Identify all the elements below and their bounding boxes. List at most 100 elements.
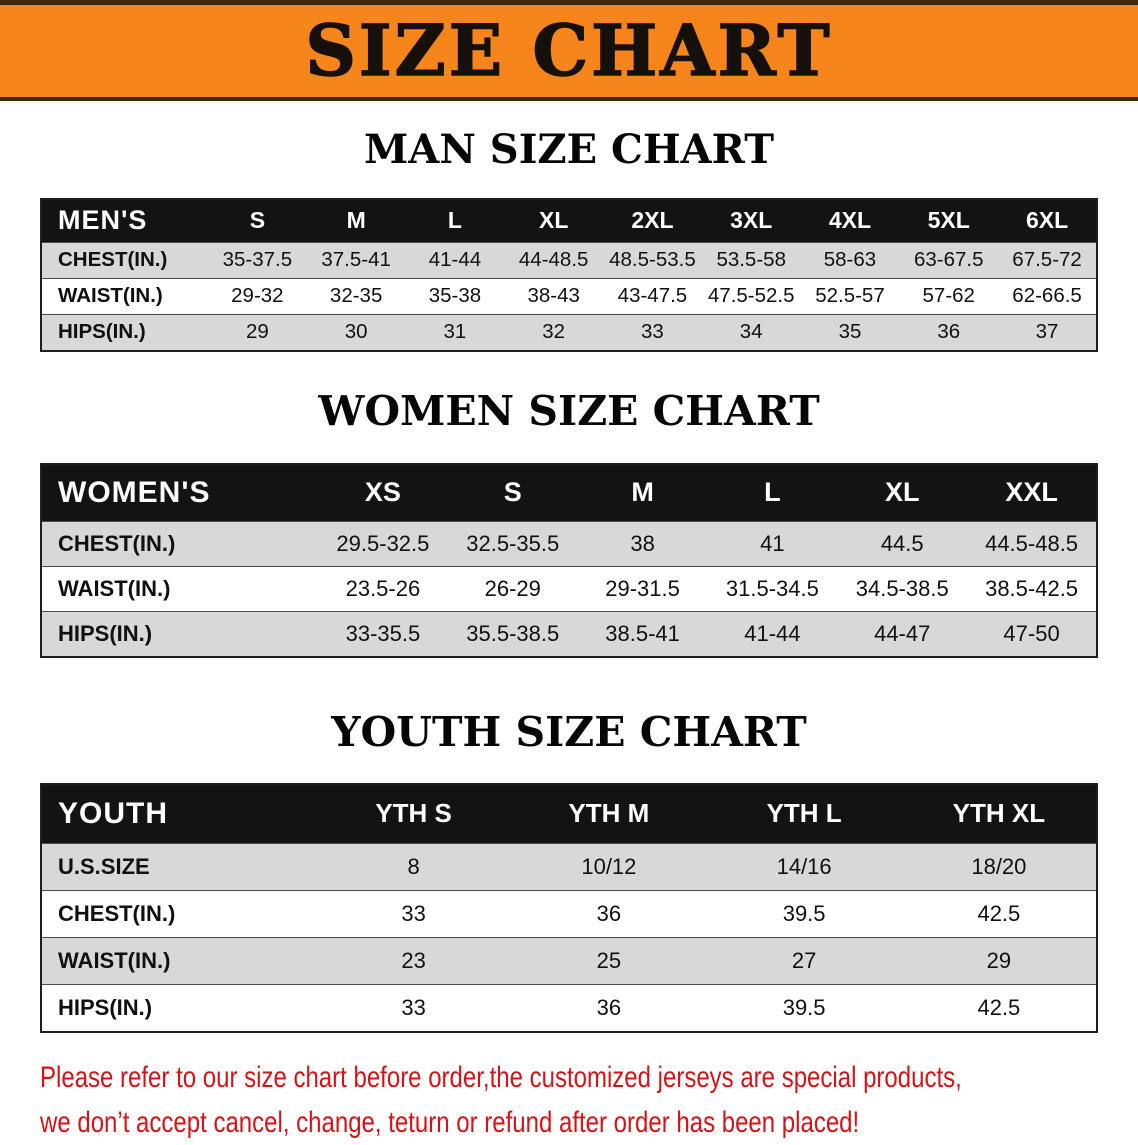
youth-size-table: YOUTH YTH S YTH M YTH L YTH XL U.S.SIZE 8 10/12… xyxy=(40,782,1098,1033)
size-value: 33 xyxy=(401,900,426,926)
size-value: 36 xyxy=(596,994,622,1020)
size-value: 63-67.5 xyxy=(913,248,984,272)
size-value: 26-29 xyxy=(484,575,541,601)
women-size-table: WOMEN'S XS S M L XL XXL CHEST(IN.) 29.5-32.5 32.5… xyxy=(40,462,1098,658)
size-column-header: 5XL xyxy=(899,198,999,243)
size-value: 36 xyxy=(937,320,961,344)
size-value: 41-44 xyxy=(428,248,482,272)
table-row: HIPS(IN.) 33 36 39.5 42.5 xyxy=(41,984,1097,1032)
size-value: 43-47.5 xyxy=(617,284,688,308)
size-value: 14/16 xyxy=(776,853,832,879)
table-row: HIPS(IN.) 33-35.5 35.5-38.5 38.5-41 41-44 44-… xyxy=(41,611,1097,657)
measurement-label: CHEST(IN.) xyxy=(58,530,176,556)
size-value: 29 xyxy=(245,320,269,344)
size-value: 39.5 xyxy=(782,994,826,1020)
size-column-header: L xyxy=(405,198,505,243)
size-value: 39.5 xyxy=(782,900,826,926)
size-column-header: S xyxy=(208,198,307,243)
size-value: 29-32 xyxy=(231,284,284,308)
measurement-label: HIPS(IN.) xyxy=(58,994,153,1020)
size-column-header: 4XL xyxy=(800,198,900,243)
size-value: 58-63 xyxy=(823,248,877,272)
table-row: HIPS(IN.) 29 30 31 32 33 34 35 36 37 xyxy=(41,314,1097,351)
size-value: 44.5 xyxy=(880,530,924,556)
women-size-section: WOMEN SIZE CHART WOMEN'S XS S M L XL XXL CHEST(… xyxy=(0,386,1138,658)
disclaimer-line-1: Please refer to our size chart before or… xyxy=(40,1060,962,1094)
size-value: 23 xyxy=(401,947,426,973)
size-value: 8 xyxy=(407,853,420,879)
size-value: 44-47 xyxy=(874,620,931,646)
size-column-header: YTH M xyxy=(511,783,707,844)
size-column-header: XL xyxy=(837,463,968,522)
size-value: 41-44 xyxy=(744,620,801,646)
size-value: 44-48.5 xyxy=(518,248,589,272)
size-column-header: YTH L xyxy=(706,783,902,844)
size-value: 42.5 xyxy=(977,994,1021,1020)
size-value: 38.5-42.5 xyxy=(985,575,1079,601)
size-value: 25 xyxy=(596,947,622,973)
size-column-header: M xyxy=(306,198,406,243)
size-value: 52.5-57 xyxy=(815,284,885,308)
size-value: 38 xyxy=(630,530,655,556)
youth-section-heading: YOUTH SIZE CHART xyxy=(331,707,807,756)
measurement-label: WAIST(IN.) xyxy=(58,575,171,601)
measurement-label: HIPS(IN.) xyxy=(58,620,153,646)
size-value: 32 xyxy=(542,320,566,344)
table-row: CHEST(IN.) 35-37.5 37.5-41 41-44 44-48.5 48.5… xyxy=(41,242,1097,279)
table-row: WAIST(IN.) 29-32 32-35 35-38 38-43 43-47.5 47.… xyxy=(41,278,1097,314)
measurement-label: HIPS(IN.) xyxy=(58,320,146,344)
size-column-header: YTH S xyxy=(316,783,512,844)
size-value: 30 xyxy=(344,320,368,344)
size-value: 18/20 xyxy=(971,853,1027,879)
measurement-label: WAIST(IN.) xyxy=(58,284,163,308)
size-column-header: YTH XL xyxy=(901,783,1097,844)
size-value: 57-62 xyxy=(922,284,975,308)
size-value: 38.5-41 xyxy=(605,620,680,646)
size-value: 37.5-41 xyxy=(321,248,391,272)
size-value: 35 xyxy=(838,320,862,344)
size-column-header: M xyxy=(577,463,708,522)
table-row: CHEST(IN.) 33 36 39.5 42.5 xyxy=(41,890,1097,937)
men-size-table: MEN'S S M L XL 2XL 3XL 4XL 5XL 6XL CHEST(IN.) 35-37… xyxy=(40,197,1098,352)
measurement-label: CHEST(IN.) xyxy=(58,248,168,272)
size-value: 44.5-48.5 xyxy=(985,530,1079,556)
size-value: 33 xyxy=(401,994,426,1020)
size-value: 42.5 xyxy=(977,900,1021,926)
table-row: WAIST(IN.) 23.5-26 26-29 29-31.5 31.5-34.5 34… xyxy=(41,566,1097,611)
size-value: 10/12 xyxy=(581,853,637,879)
youth-size-section: YOUTH SIZE CHART YOUTH YTH S YTH M YTH L YTH… xyxy=(0,707,1138,1033)
size-value: 34 xyxy=(739,320,763,344)
size-value: 41 xyxy=(760,530,785,556)
table-title-cell: YOUTH xyxy=(41,783,316,844)
size-column-header: S xyxy=(447,463,578,522)
banner: SIZE CHART xyxy=(0,0,1138,101)
size-value: 36 xyxy=(596,900,622,926)
size-value: 31.5-34.5 xyxy=(725,575,819,601)
women-section-heading: WOMEN SIZE CHART xyxy=(318,386,820,435)
size-value: 33 xyxy=(641,320,664,344)
size-column-header: 3XL xyxy=(701,198,801,243)
size-value: 34.5-38.5 xyxy=(855,575,949,601)
size-value: 32.5-35.5 xyxy=(466,530,560,556)
size-value: 67.5-72 xyxy=(1012,248,1082,272)
size-value: 35.5-38.5 xyxy=(466,620,560,646)
size-value: 35-38 xyxy=(428,284,482,308)
size-column-header: L xyxy=(707,463,838,522)
size-column-header: 2XL xyxy=(603,198,702,243)
size-value: 29 xyxy=(986,947,1012,973)
size-value: 48.5-53.5 xyxy=(609,248,696,272)
size-value: 53.5-58 xyxy=(716,248,786,272)
size-value: 47-50 xyxy=(1003,620,1060,646)
size-value: 35-37.5 xyxy=(222,248,293,272)
size-value: 47.5-52.5 xyxy=(707,284,795,308)
size-column-header: XL xyxy=(504,198,604,243)
size-value: 27 xyxy=(791,947,817,973)
table-row: CHEST(IN.) 29.5-32.5 32.5-35.5 38 41 44.5 44.5… xyxy=(41,521,1097,567)
men-section-heading: MAN SIZE CHART xyxy=(364,126,774,173)
size-value: 29-31.5 xyxy=(605,575,680,601)
size-value: 29.5-32.5 xyxy=(336,530,430,556)
measurement-label: U.S.SIZE xyxy=(58,853,150,879)
table-title-cell: MEN'S xyxy=(41,198,208,243)
disclaimer: Please refer to our size chart before or… xyxy=(40,1055,1138,1145)
